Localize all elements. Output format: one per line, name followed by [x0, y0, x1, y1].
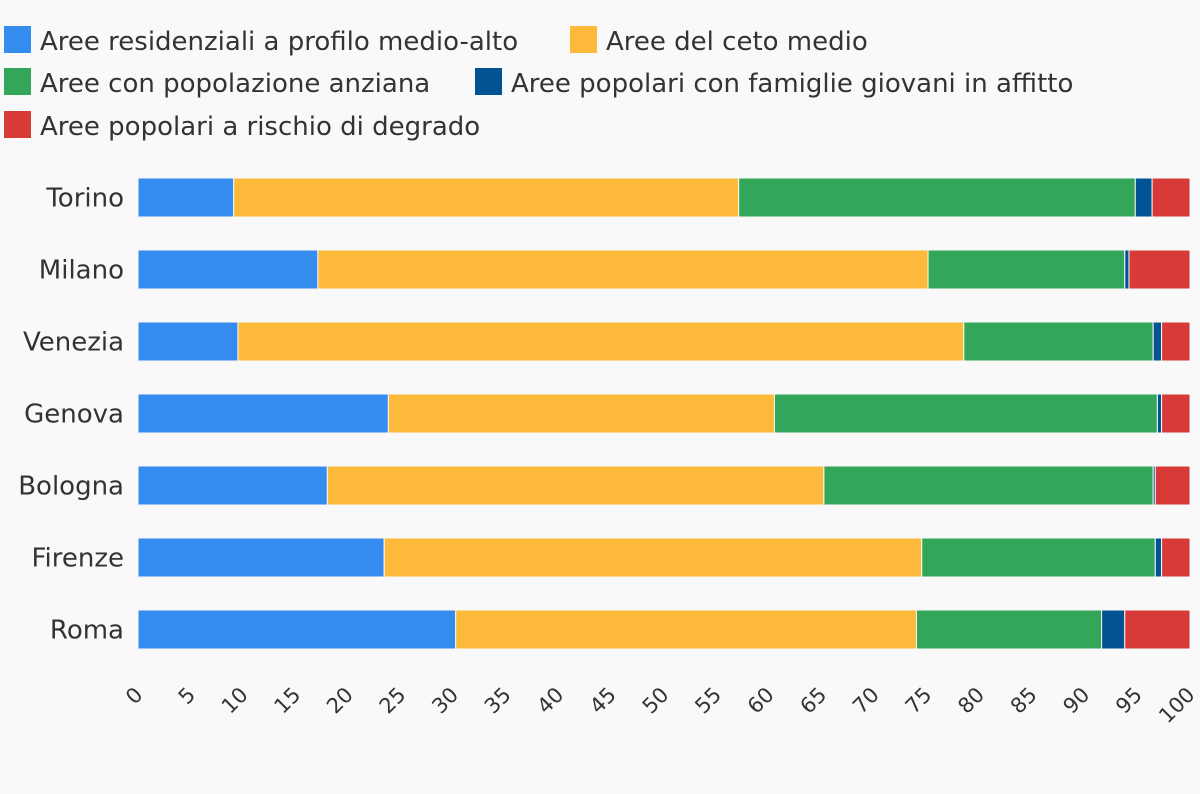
legend-label: Aree con popolazione anziana [40, 69, 430, 99]
legend-item-aree-popolari-a-rischio-di-degrado: Aree popolari a rischio di degrado [4, 111, 480, 142]
x-tick-label: 30 [427, 683, 463, 719]
bar-segment-milano-aree-popolari-con-famiglie-giovani-in-affitto [1124, 249, 1130, 290]
legend-label: Aree popolari con famiglie giovani in af… [511, 69, 1073, 99]
bar-segment-genova-aree-popolari-a-rischio-di-degrado [1161, 393, 1191, 434]
bar-segment-firenze-aree-del-ceto-medio [383, 537, 923, 578]
category-labels: Torino Milano Venezia Genova Bologna Firenze R… [18, 184, 124, 646]
x-tick-label: 80 [953, 683, 989, 719]
x-tick-label: 35 [480, 683, 516, 719]
x-tick-label: 40 [532, 683, 568, 719]
bar-segment-roma-aree-del-ceto-medio [455, 609, 917, 650]
legend-swatch [475, 68, 502, 95]
bar-row-milano [137, 249, 1191, 290]
legend-item-aree-del-ceto-medio: Aree del ceto medio [570, 26, 868, 57]
x-axis-ticks: 0 5 10 15 20 25 30 35 40 45 50 55 60 65 70 75 80 85 90 95 10… [121, 683, 1199, 728]
bar-row-venezia [137, 321, 1191, 362]
bar-row-genova [137, 393, 1191, 434]
legend-item-aree-con-popolazione-anziana: Aree con popolazione anziana [4, 68, 430, 99]
category-label-bologna: Bologna [18, 472, 124, 502]
bar-segment-firenze-aree-residenziali-a-profilo-medio-alto [137, 537, 385, 578]
bar-segment-roma-aree-residenziali-a-profilo-medio-alto [137, 609, 457, 650]
x-tick-label: 15 [269, 683, 305, 719]
bar-segment-genova-aree-del-ceto-medio [387, 393, 775, 434]
legend-item-aree-popolari-con-famiglie-giovani-in-affitto: Aree popolari con famiglie giovani in af… [475, 68, 1073, 99]
bar-row-bologna [137, 465, 1191, 506]
x-tick-label: 10 [217, 683, 253, 719]
category-label-firenze: Firenze [31, 544, 124, 574]
x-tick-label: 5 [174, 683, 200, 709]
bar-segment-roma-aree-popolari-con-famiglie-giovani-in-affitto [1101, 609, 1126, 650]
legend-swatch [4, 26, 31, 53]
category-label-torino: Torino [45, 184, 124, 214]
bar-segment-firenze-aree-popolari-a-rischio-di-degrado [1161, 537, 1191, 578]
x-tick-label: 25 [375, 683, 411, 719]
x-tick-label: 20 [322, 683, 358, 719]
bar-segment-milano-aree-del-ceto-medio [317, 249, 929, 290]
bar-segment-roma-aree-con-popolazione-anziana [915, 609, 1103, 650]
bar-row-torino [137, 177, 1191, 218]
category-label-milano: Milano [39, 256, 124, 286]
bar-row-roma [137, 609, 1191, 650]
x-tick-label: 75 [901, 683, 937, 719]
category-label-genova: Genova [24, 400, 124, 430]
bar-segment-torino-aree-popolari-a-rischio-di-degrado [1151, 177, 1191, 218]
legend-swatch [4, 111, 31, 138]
x-tick-label: 60 [743, 683, 779, 719]
legend-swatch [4, 68, 31, 95]
bar-segment-milano-aree-con-popolazione-anziana [927, 249, 1126, 290]
bar-segment-venezia-aree-con-popolazione-anziana [963, 321, 1154, 362]
bar-segment-torino-aree-con-popolazione-anziana [738, 177, 1136, 218]
bar-segment-firenze-aree-popolari-con-famiglie-giovani-in-affitto [1154, 537, 1163, 578]
bar-segment-bologna-aree-del-ceto-medio [326, 465, 825, 506]
x-tick-label: 95 [1111, 683, 1147, 719]
category-label-roma: Roma [50, 616, 124, 646]
bar-segment-genova-aree-residenziali-a-profilo-medio-alto [137, 393, 389, 434]
bar-segment-torino-aree-popolari-con-famiglie-giovani-in-affitto [1134, 177, 1153, 218]
bar-segment-torino-aree-del-ceto-medio [233, 177, 740, 218]
x-tick-label: 55 [690, 683, 726, 719]
legend-label: Aree del ceto medio [606, 27, 868, 57]
bar-segment-torino-aree-residenziali-a-profilo-medio-alto [137, 177, 235, 218]
legend-label: Aree popolari a rischio di degrado [40, 112, 480, 142]
bar-segment-venezia-aree-residenziali-a-profilo-medio-alto [137, 321, 239, 362]
bar-segment-bologna-aree-residenziali-a-profilo-medio-alto [137, 465, 328, 506]
bar-segment-bologna-aree-popolari-a-rischio-di-degrado [1154, 465, 1191, 506]
x-tick-label: 45 [585, 683, 621, 719]
x-tick-label: 85 [1006, 683, 1042, 719]
legend-item-aree-residenziali-a-profilo-medio-alto: Aree residenziali a profilo medio-alto [4, 26, 518, 57]
bars [137, 177, 1191, 650]
legend-swatch [570, 26, 597, 53]
x-tick-label: 90 [1058, 683, 1094, 719]
category-label-venezia: Venezia [23, 328, 124, 358]
bar-segment-firenze-aree-con-popolazione-anziana [921, 537, 1156, 578]
x-tick-label: 0 [121, 683, 147, 709]
legend-label: Aree residenziali a profilo medio-alto [40, 27, 518, 57]
bar-segment-bologna-aree-con-popolazione-anziana [823, 465, 1154, 506]
bar-segment-roma-aree-popolari-a-rischio-di-degrado [1124, 609, 1191, 650]
bar-segment-venezia-aree-del-ceto-medio [237, 321, 965, 362]
bar-segment-genova-aree-popolari-con-famiglie-giovani-in-affitto [1156, 393, 1163, 434]
legend: Aree residenziali a profilo medio-alto Ar… [4, 26, 1073, 142]
x-tick-label: 50 [638, 683, 674, 719]
x-tick-label: 100 [1154, 683, 1199, 728]
x-tick-label: 70 [848, 683, 884, 719]
x-tick-label: 65 [795, 683, 831, 719]
bar-segment-genova-aree-con-popolazione-anziana [773, 393, 1158, 434]
bar-segment-venezia-aree-popolari-con-famiglie-giovani-in-affitto [1152, 321, 1163, 362]
bar-segment-milano-aree-popolari-a-rischio-di-degrado [1128, 249, 1191, 290]
bar-row-firenze [137, 537, 1191, 578]
bar-segment-venezia-aree-popolari-a-rischio-di-degrado [1161, 321, 1191, 362]
bar-segment-milano-aree-residenziali-a-profilo-medio-alto [137, 249, 319, 290]
